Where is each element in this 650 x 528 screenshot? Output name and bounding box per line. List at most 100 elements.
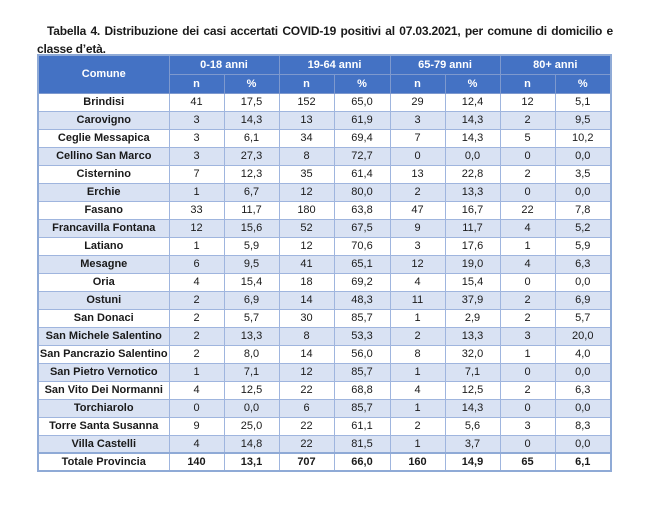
value-cell: 5,1 (554, 92, 612, 112)
column-subheader-pct: % (333, 73, 391, 94)
value-cell: 20,0 (554, 326, 612, 346)
value-cell: 1 (168, 236, 225, 256)
value-cell: 2 (389, 416, 446, 436)
value-cell: 160 (389, 452, 446, 472)
table-container: Comune 0-18 anni 19-64 anni 65-79 anni 8… (37, 54, 613, 472)
comune-cell: San Vito Dei Normanni (37, 380, 170, 400)
column-subheader-n: n (389, 73, 446, 94)
comune-cell: Ostuni (37, 290, 170, 310)
value-cell: 11,7 (223, 200, 280, 220)
value-cell: 48,3 (333, 290, 391, 310)
value-cell: 85,7 (333, 398, 391, 418)
value-cell: 15,6 (223, 218, 280, 238)
value-cell: 61,9 (333, 110, 391, 130)
value-cell: 15,4 (223, 272, 280, 292)
value-cell: 3 (499, 326, 556, 346)
value-cell: 14,8 (223, 434, 280, 454)
value-cell: 0 (499, 434, 556, 454)
value-cell: 33 (168, 200, 225, 220)
value-cell: 13,3 (444, 326, 501, 346)
value-cell: 5,2 (554, 218, 612, 238)
value-cell: 32,0 (444, 344, 501, 364)
value-cell: 11 (389, 290, 446, 310)
value-cell: 3 (168, 146, 225, 166)
column-subheader-pct: % (223, 73, 280, 94)
value-cell: 14,9 (444, 452, 501, 472)
value-cell: 13,3 (223, 326, 280, 346)
value-cell: 8,0 (223, 344, 280, 364)
value-cell: 13 (278, 110, 335, 130)
comune-cell: Cellino San Marco (37, 146, 170, 166)
value-cell: 0 (389, 146, 446, 166)
value-cell: 0 (499, 182, 556, 202)
comune-cell: Carovigno (37, 110, 170, 130)
value-cell: 61,1 (333, 416, 391, 436)
value-cell: 6,1 (223, 128, 280, 148)
value-cell: 22 (278, 416, 335, 436)
value-cell: 14,3 (444, 110, 501, 130)
comune-cell: Villa Castelli (37, 434, 170, 454)
value-cell: 41 (278, 254, 335, 274)
value-cell: 7 (389, 128, 446, 148)
value-cell: 6,7 (223, 182, 280, 202)
value-cell: 2 (168, 344, 225, 364)
value-cell: 13 (389, 164, 446, 184)
comune-cell: Ceglie Messapica (37, 128, 170, 148)
value-cell: 2 (499, 380, 556, 400)
value-cell: 4 (168, 434, 225, 454)
comune-cell: Mesagne (37, 254, 170, 274)
value-cell: 9,5 (554, 110, 612, 130)
table-row: Francavilla Fontana 12 15,6 52 67,5 9 11,7 4 5,… (37, 218, 612, 238)
comune-cell: Erchie (37, 182, 170, 202)
value-cell: 25,0 (223, 416, 280, 436)
value-cell: 12 (168, 218, 225, 238)
value-cell: 85,7 (333, 362, 391, 382)
value-cell: 8,3 (554, 416, 612, 436)
table-row: Torre Santa Susanna 9 25,0 22 61,1 2 5,6 3 8,3 (37, 416, 612, 436)
table-row: San Donaci 2 5,7 30 85,7 1 2,9 2 5,7 (37, 308, 612, 328)
column-header-age-80plus: 80+ anni (499, 54, 612, 75)
value-cell: 4 (499, 218, 556, 238)
comune-cell: San Donaci (37, 308, 170, 328)
value-cell: 72,7 (333, 146, 391, 166)
value-cell: 18 (278, 272, 335, 292)
comune-cell: San Pancrazio Salentino (37, 344, 170, 364)
table-row-total: Totale Provincia 140 13,1 707 66,0 160 14,9 65… (37, 452, 612, 472)
value-cell: 12 (278, 362, 335, 382)
value-cell: 12 (499, 92, 556, 112)
value-cell: 16,7 (444, 200, 501, 220)
value-cell: 0,0 (554, 272, 612, 292)
value-cell: 12,5 (223, 380, 280, 400)
value-cell: 5,7 (223, 308, 280, 328)
value-cell: 3 (168, 110, 225, 130)
table-header: Comune 0-18 anni 19-64 anni 65-79 anni 8… (37, 54, 612, 94)
value-cell: 0,0 (554, 398, 612, 418)
value-cell: 13,1 (223, 452, 280, 472)
value-cell: 5 (499, 128, 556, 148)
value-cell: 0,0 (554, 362, 612, 382)
value-cell: 11,7 (444, 218, 501, 238)
value-cell: 14 (278, 290, 335, 310)
table-row: San Vito Dei Normanni 4 12,5 22 68,8 4 12,5 2 6… (37, 380, 612, 400)
value-cell: 5,9 (554, 236, 612, 256)
value-cell: 12,5 (444, 380, 501, 400)
value-cell: 5,9 (223, 236, 280, 256)
value-cell: 34 (278, 128, 335, 148)
table-row: Ceglie Messapica 3 6,1 34 69,4 7 14,3 5 10,2 (37, 128, 612, 148)
comune-cell: Oria (37, 272, 170, 292)
comune-cell: Totale Provincia (37, 452, 170, 472)
value-cell: 81,5 (333, 434, 391, 454)
value-cell: 53,3 (333, 326, 391, 346)
value-cell: 1 (168, 182, 225, 202)
value-cell: 152 (278, 92, 335, 112)
value-cell: 22,8 (444, 164, 501, 184)
value-cell: 17,5 (223, 92, 280, 112)
value-cell: 2 (389, 182, 446, 202)
comune-cell: San Pietro Vernotico (37, 362, 170, 382)
value-cell: 2 (168, 326, 225, 346)
value-cell: 12,3 (223, 164, 280, 184)
value-cell: 2 (499, 308, 556, 328)
value-cell: 14,3 (444, 398, 501, 418)
table-row: Mesagne 6 9,5 41 65,1 12 19,0 4 6,3 (37, 254, 612, 274)
value-cell: 1 (389, 308, 446, 328)
